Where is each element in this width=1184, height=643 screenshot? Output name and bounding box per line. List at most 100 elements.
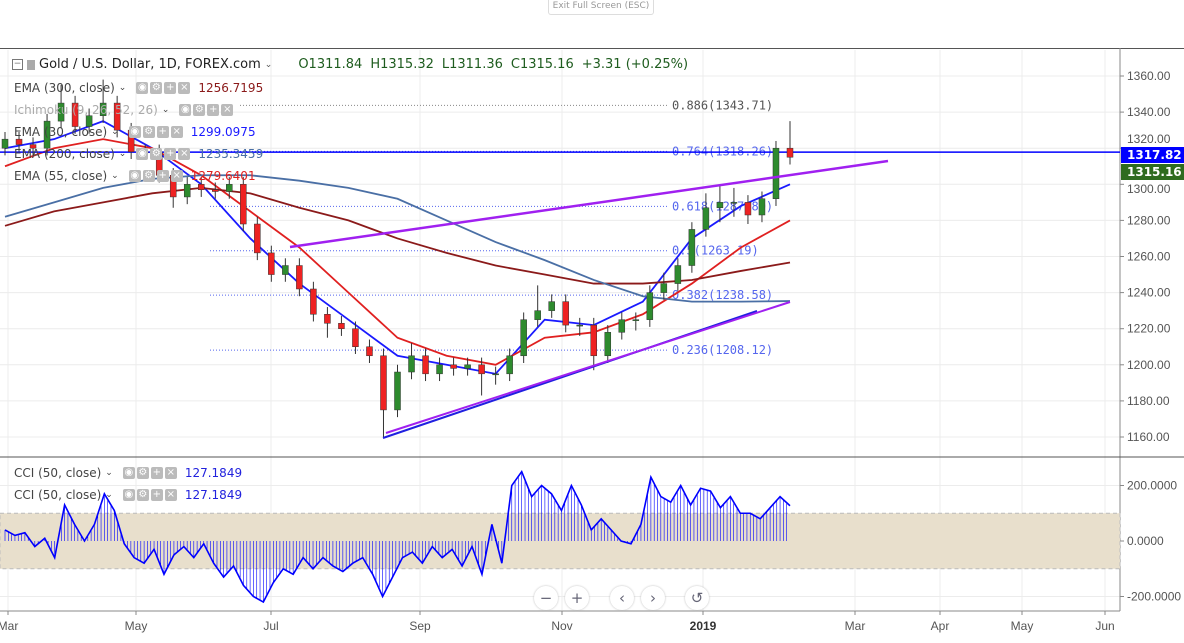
candle-body <box>57 102 65 122</box>
candle-body <box>548 301 555 311</box>
indicator-legend[interactable]: EMA (300, close) ⌄ ◉ ⚙ + × 1256.7195 <box>14 81 263 95</box>
candle-body <box>212 189 219 192</box>
plus-icon[interactable]: + <box>156 170 169 182</box>
chevron-down-icon[interactable]: ⌄ <box>111 171 119 181</box>
plus-icon[interactable]: + <box>156 126 169 138</box>
collapse-icon[interactable]: − <box>12 59 23 70</box>
top-bar: Exit Full Screen (ESC) <box>0 0 1184 49</box>
price-tick-label: 1300.00 <box>1127 182 1171 196</box>
eye-icon[interactable]: ◉ <box>128 170 141 182</box>
scroll-right-button[interactable]: › <box>641 586 665 610</box>
indicator-value: 1256.7195 <box>198 81 264 95</box>
eye-icon[interactable]: ◉ <box>122 489 135 501</box>
indicator-legend[interactable]: EMA (30, close) ⌄ ◉ ⚙ + × 1299.0975 <box>14 125 256 139</box>
candle-body <box>464 364 471 369</box>
time-tick-label: Apr <box>931 619 950 633</box>
cci-value: 127.1849 <box>184 488 243 502</box>
fib-level-label: 0.764(1318.26) <box>672 144 773 158</box>
candle-body <box>604 332 612 357</box>
candle-body <box>744 202 752 216</box>
plus-icon[interactable]: + <box>164 148 177 160</box>
candle-body <box>240 184 247 225</box>
chevron-down-icon[interactable]: ⌄ <box>118 83 127 93</box>
trend-line-upper <box>289 159 889 249</box>
close-icon[interactable]: × <box>221 104 234 116</box>
eye-icon[interactable]: ◉ <box>122 467 135 479</box>
cci-legend-1[interactable]: CCI (50, close) ⌄ ◉ ⚙ + × 127.1849 <box>14 466 242 480</box>
chevron-down-icon[interactable]: ⌄ <box>161 105 170 115</box>
time-tick-label: May <box>1011 619 1034 633</box>
zoom-out-button[interactable]: − <box>534 586 558 610</box>
eye-icon[interactable]: ◉ <box>136 82 149 94</box>
close-icon[interactable]: × <box>178 82 191 94</box>
candle-body <box>772 147 780 199</box>
candle-body <box>786 147 794 158</box>
price-tick-label: 1260.00 <box>1127 250 1171 264</box>
candle-body <box>730 202 738 204</box>
candle-body <box>618 319 626 333</box>
cci-tick-label: 0.0000 <box>1127 534 1164 548</box>
time-tick-label: Jun <box>1095 619 1114 633</box>
indicator-value: 1279.6401 <box>190 169 256 183</box>
gear-icon[interactable]: ⚙ <box>142 126 155 138</box>
time-tick-label: Jul <box>263 619 278 633</box>
symbol-title[interactable]: Gold / U.S. Dollar, 1D, FOREX.com <box>39 57 261 72</box>
last-price-label: 1315.16 <box>1121 164 1184 180</box>
close-icon[interactable]: × <box>170 126 183 138</box>
indicator-label: EMA (300, close) <box>14 81 115 95</box>
horizontal-line-price-label: 1317.82 <box>1121 147 1184 163</box>
eye-icon[interactable]: ◉ <box>136 148 149 160</box>
candle-body <box>338 323 345 329</box>
gear-icon[interactable]: ⚙ <box>136 489 149 501</box>
ohlc-close: C1315.16 <box>510 57 574 72</box>
chevron-down-icon[interactable]: ⌄ <box>105 490 113 500</box>
gear-icon[interactable]: ⚙ <box>136 467 149 479</box>
indicator-legend[interactable]: EMA (55, close) ⌄ ◉ ⚙ + × 1279.6401 <box>14 169 256 183</box>
candle-body <box>15 138 23 145</box>
reset-chart-button[interactable]: ↺ <box>685 586 709 610</box>
candle-body <box>492 373 499 376</box>
close-icon[interactable]: × <box>164 467 177 479</box>
cci-label: CCI (50, close) <box>14 466 102 480</box>
candle-body <box>478 364 485 375</box>
chevron-down-icon[interactable]: ⌄ <box>105 468 113 478</box>
close-icon[interactable]: × <box>164 489 177 501</box>
chevron-down-icon[interactable]: ⌄ <box>118 149 127 159</box>
gear-icon[interactable]: ⚙ <box>150 148 163 160</box>
close-icon[interactable]: × <box>170 170 183 182</box>
indicator-value: 1299.0975 <box>190 125 256 139</box>
scroll-left-button[interactable]: ‹ <box>610 586 634 610</box>
eye-icon[interactable]: ◉ <box>128 126 141 138</box>
ohlc-change: +3.31 (+0.25%) <box>581 57 689 72</box>
candle-body <box>688 229 696 266</box>
moving-average-line <box>4 138 791 366</box>
plus-icon[interactable]: + <box>207 104 220 116</box>
chevron-down-icon[interactable]: ⌄ <box>264 59 273 70</box>
exit-fullscreen-button[interactable]: Exit Full Screen (ESC) <box>548 0 654 15</box>
candle-body <box>506 355 513 375</box>
cci-tick-label: 200.0000 <box>1127 479 1177 493</box>
cci-legend-2[interactable]: CCI (50, close) ⌄ ◉ ⚙ + × 127.1849 <box>14 488 242 502</box>
plus-icon[interactable]: + <box>164 82 177 94</box>
zoom-in-button[interactable]: + <box>565 586 589 610</box>
cci-line <box>4 469 791 604</box>
candle-body <box>520 319 527 357</box>
plus-icon[interactable]: + <box>150 489 163 501</box>
candle-body <box>226 184 233 192</box>
fib-level-label: 0.382(1238.58) <box>672 288 773 302</box>
indicator-label: EMA (200, close) <box>14 147 115 161</box>
gear-icon[interactable]: ⚙ <box>150 82 163 94</box>
eye-icon[interactable]: ◉ <box>179 104 192 116</box>
indicator-legend[interactable]: EMA (200, close) ⌄ ◉ ⚙ + × 1235.3459 <box>14 147 263 161</box>
close-icon[interactable]: × <box>178 148 191 160</box>
chevron-down-icon[interactable]: ⌄ <box>111 127 119 137</box>
symbol-legend: − Gold / U.S. Dollar, 1D, FOREX.com ⌄ O13… <box>12 57 688 72</box>
candle-body <box>99 102 107 116</box>
plus-icon[interactable]: + <box>150 467 163 479</box>
indicator-legend[interactable]: Ichimoku (9, 26, 52, 26) ⌄ ◉ ⚙ + × <box>14 103 241 117</box>
gear-icon[interactable]: ⚙ <box>142 170 155 182</box>
gear-icon[interactable]: ⚙ <box>193 104 206 116</box>
candle-body <box>43 120 51 149</box>
price-tick-label: 1280.00 <box>1127 213 1171 227</box>
